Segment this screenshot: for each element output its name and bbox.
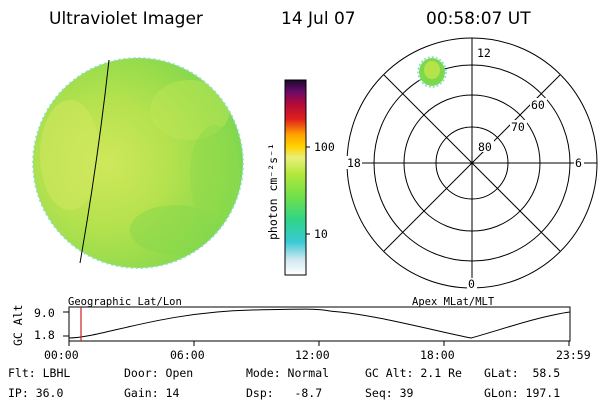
y-tick-9: 9.0: [34, 306, 55, 320]
mlt-label-18: 18: [347, 156, 361, 170]
color-bar-frame: [284, 79, 307, 276]
apex-label: Apex MLat/MLT: [412, 296, 495, 308]
y-axis-title: GC Alt: [11, 304, 25, 346]
mlt-label-bg-0: [467, 278, 477, 291]
color-scale: [285, 80, 306, 275]
mlt-label-bg-12: [476, 46, 490, 59]
status-info: Flt: LBHL IP: 36.0 Door: Open Gain: 14 M…: [8, 366, 560, 400]
mlt-label-0: 0: [468, 277, 475, 291]
earth-image: [32, 57, 244, 269]
x-tick-0600: 06:00: [170, 348, 205, 362]
lat-label-60: 60: [531, 98, 545, 112]
lat-label-bg-80: [477, 140, 494, 152]
disk-texture: [40, 80, 240, 255]
x-tick-2359: 23:59: [556, 348, 591, 362]
app-title: Ultraviolet Imager: [49, 9, 203, 29]
status-gc-alt: GC Alt: 2.1 Re: [365, 366, 462, 380]
x-tick-0000: 00:00: [44, 348, 79, 362]
earth-limb: [32, 57, 244, 269]
colorbar-label-100: 100: [314, 140, 335, 154]
mlt-label-bg-18: [345, 156, 362, 169]
time-label: 00:58:07 UT: [426, 9, 531, 29]
timeline-panel: Geographic Lat/Lon Apex MLat/MLT 9.0 1.8…: [11, 296, 591, 362]
meridian-line: [79, 59, 110, 264]
geo-label: Geographic Lat/Lon: [68, 296, 182, 308]
lat-label-bg-60: [530, 98, 547, 110]
date-label: 14 Jul 07: [281, 9, 356, 29]
status-door: Door: Open: [124, 366, 193, 380]
status-mode: Mode: Normal: [246, 366, 329, 380]
status-filter: Flt: LBHL: [8, 366, 70, 380]
mlt-label-12: 12: [477, 46, 491, 60]
mlt-label-6: 6: [575, 156, 582, 170]
x-tick-1800: 18:00: [420, 348, 455, 362]
y-tick-1-8: 1.8: [34, 328, 55, 342]
status-dsp: Dsp: -8.7: [246, 386, 322, 400]
lat-label-80: 80: [478, 140, 492, 154]
status-seq: Seq: 39: [365, 386, 414, 400]
lat-label-70: 70: [511, 120, 525, 134]
colorbar-unit: photon cm⁻²s⁻¹: [266, 143, 280, 240]
altitude-curve: [68, 308, 571, 339]
mlt-label-bg-6: [574, 156, 584, 169]
timeline-frame: [68, 306, 571, 342]
lat-label-bg-70: [510, 120, 527, 132]
x-tick-1200: 12:00: [295, 348, 330, 362]
colorbar-label-10: 10: [314, 227, 328, 241]
aurora-blob: [417, 56, 447, 88]
status-glat: GLat: 58.5: [484, 366, 560, 380]
polar-plot: 12 18 6 0 60 70 80: [345, 37, 598, 291]
status-gain: Gain: 14: [124, 386, 179, 400]
color-bar: 100 10 photon cm⁻²s⁻¹: [266, 79, 335, 276]
status-ip: IP: 36.0: [8, 386, 63, 400]
status-glon: GLon: 197.1: [484, 386, 560, 400]
